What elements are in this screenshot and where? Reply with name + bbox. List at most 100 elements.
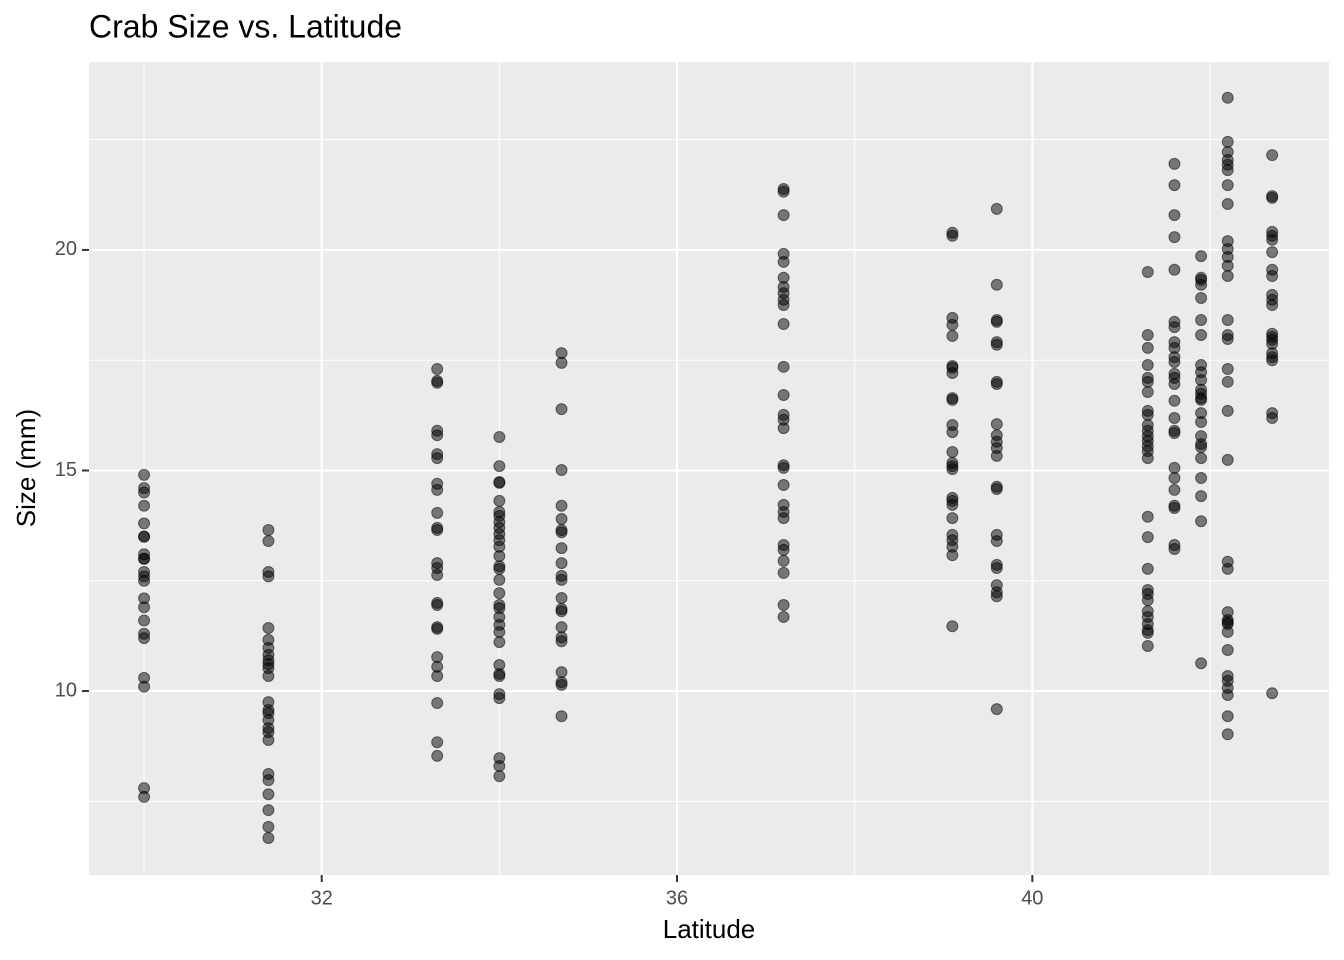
point <box>138 530 151 543</box>
point <box>555 499 568 512</box>
point <box>555 635 568 648</box>
point <box>946 393 959 406</box>
point <box>138 499 151 512</box>
point <box>1141 626 1154 639</box>
point <box>777 610 790 623</box>
point <box>990 449 1003 462</box>
point <box>1221 314 1234 327</box>
point <box>777 554 790 567</box>
point <box>777 299 790 312</box>
point <box>1221 710 1234 723</box>
point <box>493 494 506 507</box>
point <box>555 605 568 618</box>
point <box>1141 359 1154 372</box>
point <box>1141 341 1154 354</box>
point <box>262 774 275 787</box>
point <box>777 566 790 579</box>
point <box>431 749 444 762</box>
x-tick-label: 32 <box>311 887 333 909</box>
chart-title: Crab Size vs. Latitude <box>89 8 402 44</box>
point <box>1141 594 1154 607</box>
point <box>777 185 790 198</box>
point <box>555 513 568 526</box>
point <box>1195 490 1208 503</box>
point <box>1195 441 1208 454</box>
point <box>431 569 444 582</box>
point <box>1141 265 1154 278</box>
point <box>555 621 568 634</box>
point <box>1195 393 1208 406</box>
point <box>262 734 275 747</box>
point <box>555 591 568 604</box>
point <box>990 703 1003 716</box>
point <box>431 452 444 465</box>
point <box>777 318 790 331</box>
point <box>990 202 1003 215</box>
point <box>990 535 1003 548</box>
point <box>1141 408 1154 421</box>
point <box>1168 355 1181 368</box>
point <box>1168 378 1181 391</box>
point <box>1266 687 1279 700</box>
point <box>1221 689 1234 702</box>
point <box>1195 292 1208 305</box>
point <box>1168 426 1181 439</box>
point <box>990 338 1003 351</box>
point <box>262 570 275 583</box>
point <box>990 561 1003 574</box>
point <box>990 590 1003 603</box>
point <box>138 486 151 499</box>
point <box>493 562 506 575</box>
point <box>1221 135 1234 148</box>
point <box>138 632 151 645</box>
point <box>431 670 444 683</box>
point <box>493 636 506 649</box>
point <box>262 524 275 537</box>
point <box>138 517 151 530</box>
point <box>1195 278 1208 291</box>
point <box>1168 543 1181 556</box>
y-tick-label: 10 <box>55 679 77 701</box>
x-tick-label: 36 <box>666 887 688 909</box>
point <box>1195 250 1208 263</box>
point <box>1168 209 1181 222</box>
point <box>1141 510 1154 523</box>
point <box>1141 452 1154 465</box>
point <box>138 614 151 627</box>
point <box>1141 562 1154 575</box>
point <box>946 445 959 458</box>
point <box>777 479 790 492</box>
point <box>1195 415 1208 428</box>
point <box>946 318 959 331</box>
point <box>1221 644 1234 657</box>
point <box>493 460 506 473</box>
point <box>946 498 959 511</box>
point <box>1168 394 1181 407</box>
point <box>777 599 790 612</box>
point <box>1168 179 1181 192</box>
point <box>493 430 506 443</box>
point <box>777 543 790 556</box>
point <box>946 229 959 242</box>
point <box>431 429 444 442</box>
point <box>493 587 506 600</box>
point <box>1221 269 1234 282</box>
point <box>946 426 959 439</box>
point <box>990 418 1003 431</box>
point <box>1141 329 1154 342</box>
point <box>431 736 444 749</box>
point <box>1221 404 1234 417</box>
point <box>1221 164 1234 177</box>
point <box>1221 91 1234 104</box>
point <box>555 403 568 416</box>
point <box>555 526 568 539</box>
point <box>431 696 444 709</box>
point <box>262 621 275 634</box>
point <box>1221 333 1234 346</box>
point <box>431 483 444 496</box>
point <box>1168 157 1181 170</box>
point <box>262 535 275 548</box>
point <box>946 329 959 342</box>
point <box>1168 263 1181 276</box>
point <box>262 670 275 683</box>
